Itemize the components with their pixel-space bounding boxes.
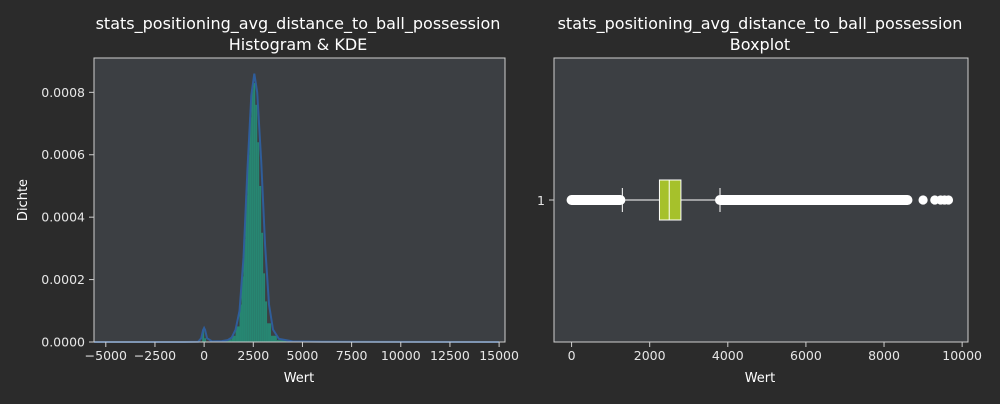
histogram-bar	[263, 273, 266, 342]
right-y-tick-label: 1	[537, 193, 545, 208]
histogram-bar	[255, 104, 258, 342]
histogram-bar	[235, 326, 240, 342]
histogram-bar	[253, 82, 256, 342]
histogram-bar	[231, 335, 236, 342]
outlier-point	[902, 195, 913, 205]
histogram-bar	[202, 329, 205, 342]
right-chart-title: stats_positioning_avg_distance_to_ball_p…	[558, 14, 963, 34]
boxplot-plot: stats_positioning_avg_distance_to_ball_p…	[537, 14, 982, 386]
histogram-bar	[261, 232, 264, 342]
left-chart-subtitle: Histogram & KDE	[229, 35, 368, 54]
histogram-bar	[265, 301, 268, 342]
x-tick-label: 5000	[287, 348, 319, 363]
histogram-bar	[251, 89, 254, 342]
x-tick-label: 12500	[430, 348, 470, 363]
outlier-point	[615, 195, 625, 205]
right-x-ticks: 0 2000 4000 6000 8000 10000	[568, 342, 982, 363]
histogram-bar	[259, 185, 262, 342]
left-axes-area	[94, 58, 505, 342]
histogram-bar	[204, 338, 207, 342]
x-tick-label: −2500	[134, 348, 176, 363]
right-chart-subtitle: Boxplot	[730, 35, 790, 54]
left-chart-title: stats_positioning_avg_distance_to_ball_p…	[96, 14, 501, 34]
y-tick-label: 0.0004	[41, 210, 85, 225]
y-tick-label: 0.0008	[41, 85, 85, 100]
x-tick-label: 10000	[942, 348, 982, 363]
left-x-ticks: −5000 −2500 0 2500 5000 7500 10000 12500 15000	[85, 342, 519, 363]
box-iqr	[658, 179, 682, 221]
left-y-ticks: 0.0000 0.0002 0.0004 0.0006 0.0008	[41, 85, 94, 350]
x-tick-label: 15000	[479, 348, 519, 363]
histogram-bars	[202, 82, 287, 343]
x-tick-label: 7500	[336, 348, 368, 363]
x-tick-label: 10000	[381, 348, 421, 363]
histogram-bar	[276, 340, 287, 342]
histogram-bar	[245, 195, 248, 342]
x-tick-label: 2000	[634, 348, 666, 363]
histogram-bar	[270, 335, 277, 342]
x-tick-label: 0	[568, 348, 576, 363]
histogram-bar	[243, 239, 246, 342]
y-tick-label: 0.0002	[41, 272, 85, 287]
outlier-point	[943, 195, 954, 205]
boxplot-outliers	[566, 195, 954, 205]
right-x-axis-label: Wert	[745, 371, 776, 386]
histogram-kde-plot: stats_positioning_avg_distance_to_ball_p…	[16, 14, 519, 386]
x-tick-label: −5000	[85, 348, 127, 363]
histogram-bar	[257, 142, 260, 342]
x-tick-label: 6000	[790, 348, 822, 363]
histogram-bar	[267, 323, 271, 342]
kde-curve	[94, 73, 500, 343]
outlier-point	[918, 195, 928, 205]
x-tick-label: 0	[200, 348, 208, 363]
histogram-bar	[227, 339, 232, 342]
left-y-axis-label: Dichte	[16, 179, 31, 221]
x-tick-label: 4000	[712, 348, 744, 363]
histogram-bar	[241, 276, 244, 342]
left-axes-frame	[93, 57, 506, 343]
y-tick-label: 0.0000	[41, 335, 85, 350]
histogram-bar	[247, 154, 250, 342]
x-tick-label: 2500	[237, 348, 269, 363]
y-tick-label: 0.0006	[41, 147, 85, 162]
left-x-axis-label: Wert	[284, 371, 315, 386]
histogram-bar	[249, 117, 252, 343]
x-tick-label: 8000	[868, 348, 900, 363]
histogram-bar	[239, 304, 242, 342]
